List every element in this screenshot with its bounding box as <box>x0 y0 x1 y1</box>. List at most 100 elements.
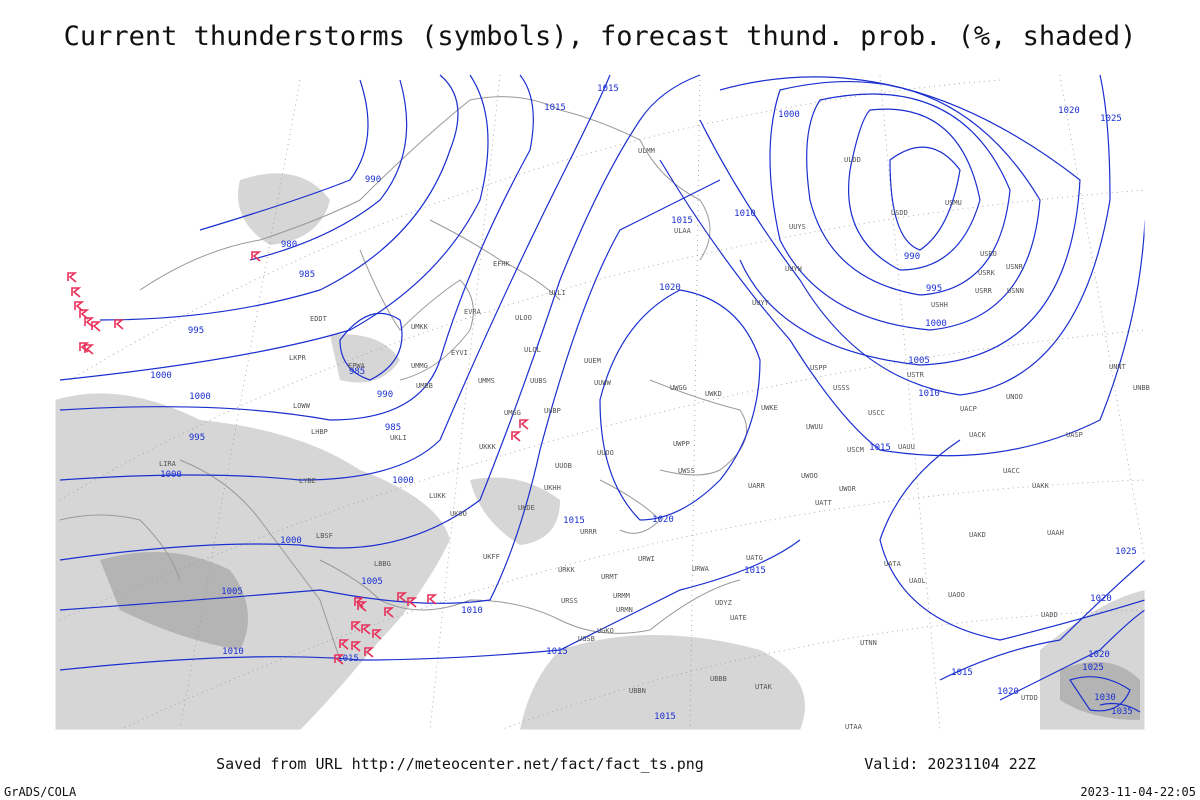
station-label: UATA <box>884 560 902 568</box>
station-label: USRR <box>975 287 993 295</box>
station-label: URWA <box>692 565 710 573</box>
isobar-label: 980 <box>281 240 297 250</box>
station-label: UKHH <box>544 484 561 492</box>
isobar-label: 1000 <box>160 470 182 480</box>
station-label: EPWA <box>348 362 366 370</box>
station-label: EYVI <box>451 349 468 357</box>
isobar-label: 990 <box>377 390 393 400</box>
station-label: UTNN <box>860 639 877 647</box>
thunderstorm-symbol <box>397 592 408 603</box>
source-url: Saved from URL http://meteocenter.net/fa… <box>216 755 704 773</box>
thunderstorm-symbol <box>251 251 262 262</box>
isobar-label: 1015 <box>744 566 766 576</box>
station-label: UWKD <box>705 390 722 398</box>
station-label: UUYH <box>785 265 802 273</box>
station-label: ULAA <box>674 227 692 235</box>
thunderstorm-symbol <box>361 624 372 635</box>
station-label: UAAH <box>1047 529 1064 537</box>
station-label: UWOR <box>839 485 857 493</box>
station-label: LBSF <box>316 532 333 540</box>
thunderstorm-symbol <box>91 321 102 332</box>
station-label: URSS <box>561 597 578 605</box>
isobar-label: 1015 <box>597 84 619 94</box>
station-label: UATE <box>730 614 747 622</box>
isobar-label: 1020 <box>652 515 674 525</box>
thunderstorm-symbol <box>372 629 383 640</box>
thunderstorm-symbol <box>114 319 125 330</box>
station-label: UASP <box>1066 431 1083 439</box>
station-label: UUBS <box>530 377 547 385</box>
isobar-label: 985 <box>299 270 315 280</box>
station-label: UWPP <box>673 440 690 448</box>
thunderstorm-symbol <box>339 639 350 650</box>
thunderstorm-symbol <box>71 287 82 298</box>
isobar-label: 1020 <box>997 687 1019 697</box>
isobar-label: 985 <box>349 367 365 377</box>
isobar-label: 995 <box>189 433 205 443</box>
station-label: UUEM <box>584 357 601 365</box>
thunderstorm-symbol <box>351 621 362 632</box>
station-label: UBBB <box>710 675 727 683</box>
station-label: UMMS <box>478 377 495 385</box>
station-label: EDDT <box>310 315 328 323</box>
thunderstorm-symbol <box>519 419 530 430</box>
station-label: UNBB <box>1133 384 1150 392</box>
station-label: URMN <box>616 606 633 614</box>
coastlines <box>59 96 748 661</box>
station-label: UAOL <box>909 577 926 585</box>
isobar-label: 995 <box>926 284 942 294</box>
station-label: UMBB <box>416 382 433 390</box>
station-label: UKFF <box>483 553 500 561</box>
station-label: USSS <box>833 384 850 392</box>
station-label: LIRA <box>159 460 177 468</box>
station-label: ULOO <box>515 314 532 322</box>
station-label: UWUU <box>806 423 823 431</box>
station-label: UAKD <box>969 531 986 539</box>
station-label: UBBN <box>629 687 646 695</box>
storm-symbols <box>67 251 530 665</box>
isobar-label: 1000 <box>778 110 800 120</box>
station-label: URMM <box>613 592 630 600</box>
station-label: UACC <box>1003 467 1020 475</box>
isobar-label: 1015 <box>671 216 693 226</box>
station-label: UWSS <box>678 467 695 475</box>
isobar-label: 1025 <box>1115 547 1137 557</box>
thunderstorm-symbol <box>384 607 395 618</box>
station-label: UAKK <box>1032 482 1050 490</box>
station-label: URKK <box>558 566 576 574</box>
isobar-label: 1010 <box>734 209 756 219</box>
labels: 1015 1015 1000 990 980 985 995 985 990 1000 1000 99… <box>150 84 1150 731</box>
isobar-label: 990 <box>904 252 920 262</box>
thunderstorm-symbol <box>357 601 368 612</box>
station-label: USNN <box>1007 287 1024 295</box>
station-label: UKOO <box>450 510 467 518</box>
station-label: UAOO <box>948 591 965 599</box>
station-label: USHH <box>931 301 948 309</box>
station-label: UTDD <box>1021 694 1038 702</box>
station-label: USCM <box>847 446 864 454</box>
thunderstorm-symbol <box>351 641 362 652</box>
isobar-label: 1015 <box>563 516 585 526</box>
title: Current thunderstorms (symbols), forecas… <box>64 21 1137 52</box>
station-label: UMMG <box>411 362 428 370</box>
thunderstorm-symbol <box>67 272 78 283</box>
station-label: URRR <box>580 528 598 536</box>
station-label: UNOO <box>1006 393 1023 401</box>
station-label: URWI <box>638 555 655 563</box>
station-label: UNNT <box>1109 363 1127 371</box>
station-label: UKLI <box>390 434 407 442</box>
thunderstorm-symbol <box>427 594 438 605</box>
station-label: URMT <box>601 573 619 581</box>
station-label: UGKO <box>597 627 614 635</box>
station-label: USRO <box>980 250 997 258</box>
station-label: UUOB <box>555 462 572 470</box>
station-label: UTAA <box>845 723 863 731</box>
station-label: UUYS <box>789 223 806 231</box>
isobar-label: 985 <box>385 423 401 433</box>
station-label: USDD <box>891 209 908 217</box>
station-label: ULDD <box>844 156 861 164</box>
station-label: USRK <box>978 269 996 277</box>
station-label: ULLI <box>549 289 566 297</box>
station-label: UUYY <box>752 299 770 307</box>
isobar-label: 1020 <box>1058 106 1080 116</box>
